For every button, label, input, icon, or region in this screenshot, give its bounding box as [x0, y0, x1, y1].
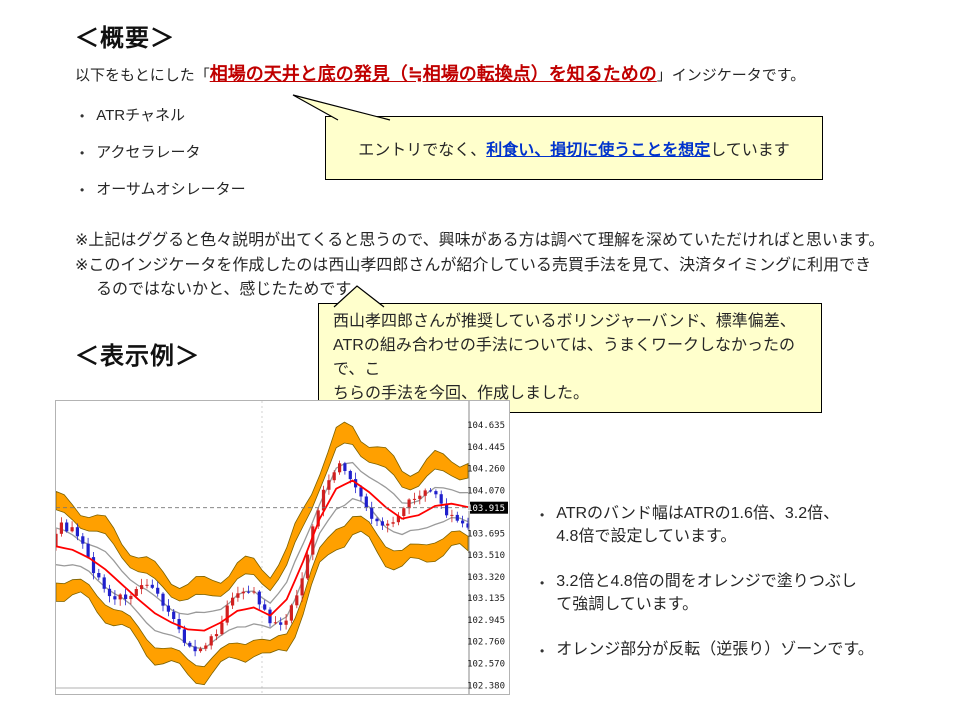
intro-suffix: 」インジケータです。: [656, 67, 806, 84]
svg-text:102.945: 102.945: [467, 616, 505, 626]
svg-text:103.510: 103.510: [467, 551, 505, 561]
bullet-dot: •: [80, 183, 85, 197]
feature-item-label: ATRのバンド幅はATRの1.6倍、3.2倍、 4.8倍で設定しています。: [556, 505, 840, 545]
list-item-accelerator: • アクセラレータ: [80, 141, 246, 162]
callout-entry-prefix: エントリでなく、: [358, 142, 487, 159]
intro-line: 以下をもとにした「相場の天井と底の発見（≒相場の転換点）を知るための」インジケー…: [75, 60, 805, 86]
svg-text:102.760: 102.760: [467, 637, 505, 647]
feature-item-orange-fill: • 3.2倍と4.8倍の間をオレンジで塗りつぶし て強調しています。: [540, 570, 950, 616]
svg-text:103.695: 103.695: [467, 530, 505, 540]
callout-entry-suffix: しています: [710, 142, 790, 159]
bullet-dot: •: [80, 146, 85, 160]
bullet-dot: •: [80, 109, 85, 123]
svg-text:103.135: 103.135: [467, 594, 505, 604]
feature-item-band-width: • ATRのバンド幅はATRの1.6倍、3.2倍、 4.8倍で設定しています。: [540, 502, 950, 548]
bullet-dot: •: [540, 644, 545, 658]
feature-list: • ATRのバンド幅はATRの1.6倍、3.2倍、 4.8倍で設定しています。 •…: [540, 502, 950, 685]
overview-heading: ＜概要＞: [75, 25, 175, 52]
source-list: • ATRチャネル • アクセラレータ • オーサムオシレーター: [80, 104, 246, 215]
example-heading: ＜表示例＞: [75, 343, 200, 370]
feature-item-reversal-zone: • オレンジ部分が反転（逆張り）ゾーンです。: [540, 638, 950, 663]
note-origin: ※このインジケータを作成したのは西山孝四郎さんが紹介している売買手法を見て、決済…: [75, 257, 872, 298]
callout-method-note: 西山孝四郎さんが推奨しているボリンジャーバンド、標準偏差、 ATRの組み合わせの…: [318, 303, 822, 413]
callout-entry-text: エントリでなく、利食い、損切に使うことを想定しています: [358, 136, 790, 160]
callout-entry-usage: エントリでなく、利食い、損切に使うことを想定しています: [325, 116, 823, 180]
feature-item-label: 3.2倍と4.8倍の間をオレンジで塗りつぶし て強調しています。: [556, 573, 857, 613]
bullet-dot: •: [540, 508, 545, 522]
callout-entry-highlight: 利食い、損切に使うことを想定: [486, 142, 711, 159]
intro-highlight: 相場の天井と底の発見（≒相場の転換点）を知るための: [209, 64, 657, 84]
svg-text:104.260: 104.260: [467, 464, 505, 474]
svg-text:103.320: 103.320: [467, 573, 505, 583]
intro-prefix: 以下をもとにした「: [75, 67, 210, 84]
list-item-awesome-oscillator: • オーサムオシレーター: [80, 178, 246, 199]
list-item-label: ATRチャネル: [96, 107, 185, 124]
svg-text:104.635: 104.635: [467, 421, 505, 431]
atr-channel-chart: 104.635 104.445 104.260 104.070 103.915 103.6…: [54, 401, 508, 694]
svg-text:104.070: 104.070: [467, 486, 505, 496]
svg-text:104.445: 104.445: [467, 443, 505, 453]
feature-item-label: オレンジ部分が反転（逆張り）ゾーンです。: [556, 641, 874, 658]
list-item-label: オーサムオシレーター: [96, 181, 246, 198]
example-chart-box: 104.635 104.445 104.260 104.070 103.915 103.6…: [54, 400, 510, 695]
bullet-dot: •: [540, 576, 545, 590]
svg-text:102.380: 102.380: [467, 681, 505, 691]
note-google-hint: ※上記はググると色々説明が出てくると思うので、興味がある方は調べて理解を深めてい…: [75, 232, 885, 249]
list-item-label: アクセラレータ: [96, 144, 201, 161]
list-item-atr-channel: • ATRチャネル: [80, 104, 246, 125]
svg-text:102.570: 102.570: [467, 659, 505, 669]
svg-text:103.915: 103.915: [467, 504, 505, 514]
